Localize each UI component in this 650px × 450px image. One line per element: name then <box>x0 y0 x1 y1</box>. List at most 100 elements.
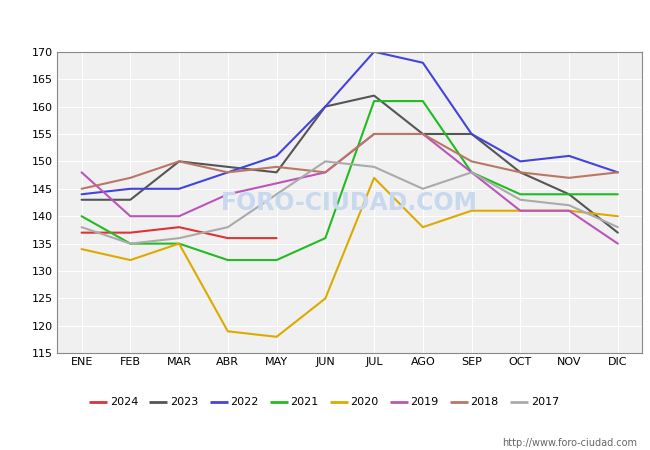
2018 <box>77 186 85 192</box>
Text: 2017: 2017 <box>530 396 559 407</box>
2020 <box>370 175 378 180</box>
Text: FORO-CIUDAD.COM: FORO-CIUDAD.COM <box>221 190 478 215</box>
2019 <box>468 170 476 175</box>
2023 <box>224 164 231 170</box>
2017 <box>77 225 85 230</box>
2024 <box>273 235 281 241</box>
2017 <box>273 192 281 197</box>
Line: 2024: 2024 <box>81 227 277 238</box>
2019 <box>77 170 85 175</box>
2020 <box>273 334 281 339</box>
Line: 2022: 2022 <box>81 52 618 194</box>
2018 <box>468 159 476 164</box>
2017 <box>614 225 622 230</box>
2023 <box>614 230 622 235</box>
2020 <box>175 241 183 246</box>
2018 <box>614 170 622 175</box>
2017 <box>370 164 378 170</box>
2020 <box>419 225 426 230</box>
2021 <box>370 99 378 104</box>
2022 <box>77 192 85 197</box>
2021 <box>175 241 183 246</box>
2022 <box>175 186 183 192</box>
2020 <box>517 208 525 213</box>
2023 <box>126 197 134 202</box>
2018 <box>126 175 134 180</box>
Text: 2020: 2020 <box>350 396 378 407</box>
2019 <box>370 131 378 137</box>
2023 <box>77 197 85 202</box>
2017 <box>468 170 476 175</box>
2020 <box>566 208 573 213</box>
2018 <box>370 131 378 137</box>
2023 <box>566 192 573 197</box>
Line: 2020: 2020 <box>81 178 618 337</box>
2019 <box>321 170 329 175</box>
2018 <box>419 131 426 137</box>
2019 <box>126 213 134 219</box>
2022 <box>468 131 476 137</box>
2019 <box>175 213 183 219</box>
Text: Afiliados en Aldea del Cano a 31/5/2024: Afiliados en Aldea del Cano a 31/5/2024 <box>159 14 491 33</box>
2020 <box>126 257 134 263</box>
2021 <box>77 213 85 219</box>
2024 <box>175 225 183 230</box>
Text: 2023: 2023 <box>170 396 198 407</box>
2023 <box>273 170 281 175</box>
2020 <box>77 247 85 252</box>
2017 <box>126 241 134 246</box>
Line: 2017: 2017 <box>81 162 618 243</box>
2017 <box>517 197 525 202</box>
2024 <box>224 235 231 241</box>
Line: 2023: 2023 <box>81 95 618 233</box>
2024 <box>77 230 85 235</box>
Text: 2024: 2024 <box>110 396 138 407</box>
2019 <box>614 241 622 246</box>
2018 <box>175 159 183 164</box>
2017 <box>224 225 231 230</box>
2022 <box>126 186 134 192</box>
2023 <box>370 93 378 98</box>
2019 <box>273 180 281 186</box>
Text: 2019: 2019 <box>410 396 439 407</box>
2021 <box>419 99 426 104</box>
2022 <box>273 153 281 158</box>
2024 <box>126 230 134 235</box>
2022 <box>321 104 329 109</box>
2018 <box>224 170 231 175</box>
2022 <box>614 170 622 175</box>
2020 <box>614 213 622 219</box>
2021 <box>321 235 329 241</box>
2021 <box>468 170 476 175</box>
2023 <box>468 131 476 137</box>
2023 <box>517 170 525 175</box>
2017 <box>419 186 426 192</box>
2021 <box>224 257 231 263</box>
2020 <box>224 328 231 334</box>
2021 <box>566 192 573 197</box>
2017 <box>321 159 329 164</box>
2022 <box>419 60 426 65</box>
2019 <box>224 192 231 197</box>
Line: 2021: 2021 <box>81 101 618 260</box>
2020 <box>468 208 476 213</box>
2017 <box>566 202 573 208</box>
Text: http://www.foro-ciudad.com: http://www.foro-ciudad.com <box>502 438 637 448</box>
2021 <box>273 257 281 263</box>
2018 <box>566 175 573 180</box>
Text: 2018: 2018 <box>471 396 499 407</box>
2017 <box>175 235 183 241</box>
2018 <box>273 164 281 170</box>
Text: 2021: 2021 <box>290 396 318 407</box>
2022 <box>224 170 231 175</box>
Text: 2022: 2022 <box>230 396 259 407</box>
2023 <box>321 104 329 109</box>
2019 <box>419 131 426 137</box>
2019 <box>517 208 525 213</box>
2022 <box>370 49 378 54</box>
2021 <box>517 192 525 197</box>
2020 <box>321 296 329 301</box>
2018 <box>321 170 329 175</box>
2022 <box>566 153 573 158</box>
2023 <box>419 131 426 137</box>
